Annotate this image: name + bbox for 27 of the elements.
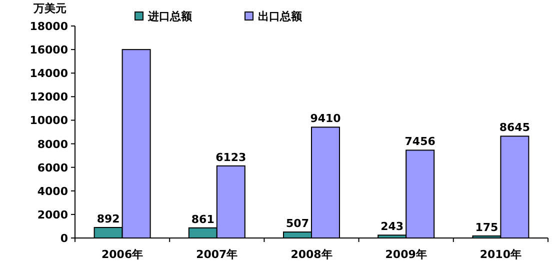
y-tick-label: 12000 bbox=[30, 90, 68, 104]
x-tick-label: 2007年 bbox=[196, 248, 238, 261]
y-tick-label: 0 bbox=[60, 232, 68, 245]
y-tick-label: 14000 bbox=[30, 67, 68, 80]
data-label: 6123 bbox=[216, 150, 246, 164]
data-label: 175 bbox=[475, 220, 498, 234]
data-label: 892 bbox=[96, 212, 120, 226]
x-tick-label: 2008年 bbox=[290, 248, 332, 261]
data-label: 507 bbox=[286, 217, 309, 230]
y-tick-label: 4000 bbox=[37, 184, 68, 198]
y-tick-label: 6000 bbox=[37, 161, 68, 174]
y-tick-label: 16000 bbox=[30, 44, 68, 57]
x-tick-label: 2009年 bbox=[385, 248, 427, 261]
y-tick-label: 18000 bbox=[30, 20, 68, 33]
legend-label: 出口总额 bbox=[258, 10, 303, 23]
data-label: 243 bbox=[380, 220, 404, 234]
data-label: 861 bbox=[191, 212, 214, 226]
y-axis-title: 万美元 bbox=[32, 2, 66, 15]
data-label: 7456 bbox=[404, 135, 436, 148]
y-tick-label: 2000 bbox=[37, 208, 68, 222]
y-tick-label: 8000 bbox=[37, 138, 68, 151]
data-label: 9410 bbox=[310, 112, 342, 126]
x-tick-label: 2010年 bbox=[480, 248, 522, 261]
legend-label: 进口总额 bbox=[147, 10, 193, 23]
data-label: 8645 bbox=[499, 121, 530, 134]
x-tick-label: 2006年 bbox=[101, 248, 144, 261]
y-tick-label: 10000 bbox=[30, 114, 68, 128]
